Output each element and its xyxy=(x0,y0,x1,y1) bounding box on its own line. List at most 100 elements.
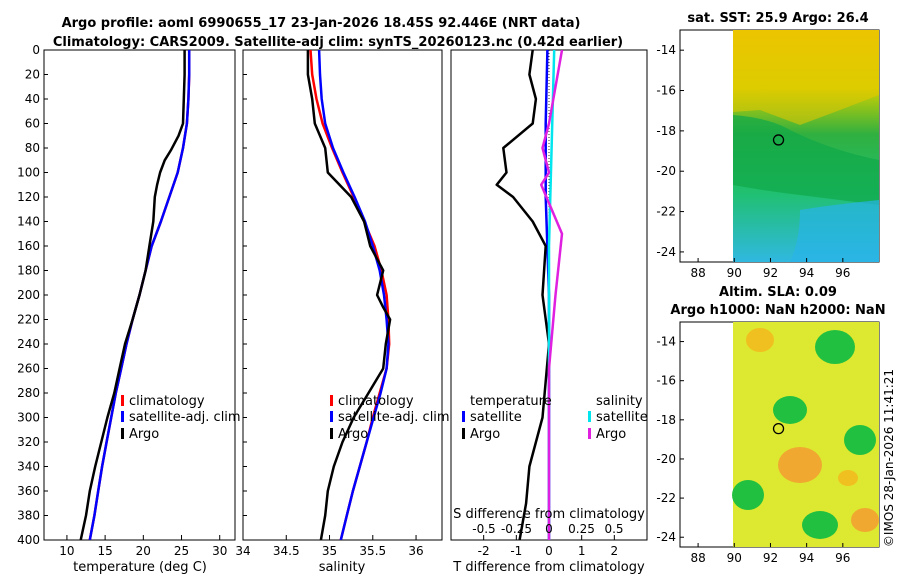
series-line-argo xyxy=(79,50,186,540)
sst-cold-patch xyxy=(790,200,879,262)
map-ytick-label: -16 xyxy=(656,374,676,388)
ytick-label: 380 xyxy=(17,509,40,523)
ytick-label: 180 xyxy=(17,264,40,278)
ytick-label: 240 xyxy=(17,337,40,351)
xtick-label: 36 xyxy=(408,544,423,558)
map-ytick-label: -20 xyxy=(656,164,676,178)
map-ytick-label: -16 xyxy=(656,84,676,98)
legend-t-satellite-swatch xyxy=(462,411,465,422)
legend-s-satellite: satellite xyxy=(596,410,648,425)
legend-satellite: satellite-adj. clim xyxy=(338,410,450,425)
xtick-label: 20 xyxy=(136,544,151,558)
s-difference-xlabel: S difference from climatology xyxy=(453,507,645,522)
temperature-panel: 0 20 40 60 80 100 120 140 160 180 200 220 240 260 280 3… xyxy=(17,43,241,575)
top-xtick-label: 0.25 xyxy=(568,522,595,536)
map-ytick-label: -18 xyxy=(656,124,676,138)
difference-legend-s: salinity satellite Argo xyxy=(588,394,648,442)
salinity-legend: climatology satellite-adj. clim Argo xyxy=(330,394,450,442)
ytick-label: 280 xyxy=(17,386,40,400)
ytick-label: 100 xyxy=(17,166,40,180)
difference-xticks: -2 -1 0 1 2 xyxy=(478,535,618,558)
xtick-label: 2 xyxy=(611,544,619,558)
ytick-label: 60 xyxy=(25,117,40,131)
sla-blob xyxy=(773,396,807,424)
series-line-argo xyxy=(306,50,392,540)
legend-argo-swatch xyxy=(330,428,333,439)
figure-title-line2: Climatology: CARS2009. Satellite-adj cli… xyxy=(53,35,623,50)
ytick-label: 160 xyxy=(17,239,40,253)
ytick-label: 120 xyxy=(17,190,40,204)
sla-argo-marker xyxy=(772,422,785,435)
imos-timestamp: ©IMOS 28-Jan-2026 11:41:21 xyxy=(882,369,896,547)
map-ytick-label: -24 xyxy=(656,530,676,544)
difference-legend-t: temperature satellite Argo xyxy=(462,394,552,442)
sla-blob xyxy=(844,425,876,455)
xtick-label: 30 xyxy=(212,544,227,558)
xtick-label: 1 xyxy=(578,544,586,558)
legend-argo-swatch xyxy=(121,428,124,439)
sla-blob xyxy=(732,480,764,510)
xtick-label: 34.5 xyxy=(273,544,300,558)
legend-satellite-swatch xyxy=(121,411,124,422)
map-xtick-label: 94 xyxy=(799,551,814,565)
map-xtick-label: 96 xyxy=(835,266,850,280)
top-xtick-label: -0.5 xyxy=(472,522,495,536)
temperature-xticks: 10 15 20 25 30 xyxy=(59,535,227,558)
xtick-label: 15 xyxy=(97,544,112,558)
ytick-label: 220 xyxy=(17,313,40,327)
sla-blob xyxy=(838,470,858,486)
legend-s-argo-swatch xyxy=(588,428,591,439)
ytick-label: 300 xyxy=(17,411,40,425)
ytick-label: 360 xyxy=(17,484,40,498)
map-xtick-label: 90 xyxy=(727,266,742,280)
xtick-label: -2 xyxy=(478,544,490,558)
salinity-axes xyxy=(242,49,443,541)
ytick-label: 140 xyxy=(17,215,40,229)
sla-map-title1: Altim. SLA: 0.09 xyxy=(719,285,837,300)
legend-climatology: climatology xyxy=(129,394,205,409)
sla-blobs xyxy=(732,328,879,539)
legend-climatology-swatch xyxy=(121,395,124,406)
salinity-xticks: 34 34.5 35 35.5 36 xyxy=(235,535,424,558)
map-xtick-label: 88 xyxy=(690,551,705,565)
ytick-label: 200 xyxy=(17,288,40,302)
ytick-label: 20 xyxy=(25,68,40,82)
legend-argo: Argo xyxy=(129,427,159,442)
difference-panel: -2 -1 0 1 2 S difference from climatology -0… xyxy=(450,49,648,575)
ytick-label: 0 xyxy=(32,43,40,57)
sst-map-title: sat. SST: 25.9 Argo: 26.4 xyxy=(687,11,868,26)
xtick-label: 0 xyxy=(545,544,553,558)
xtick-label: 10 xyxy=(59,544,74,558)
legend-argo: Argo xyxy=(338,427,368,442)
temperature-lines xyxy=(79,50,191,540)
map-xtick-label: 94 xyxy=(799,266,814,280)
legend-s-satellite-swatch xyxy=(588,411,591,422)
ytick-label: 320 xyxy=(17,435,40,449)
map-ytick-label: -18 xyxy=(656,413,676,427)
series-line-satellite-adj-clim xyxy=(317,50,390,540)
xtick-label: 35.5 xyxy=(359,544,386,558)
ytick-label: 400 xyxy=(17,533,40,547)
sla-map-ticks: 88 90 92 94 96 -14 -16 -18 -20 -22 -24 xyxy=(656,335,850,565)
legend-t-argo-swatch xyxy=(462,428,465,439)
series-line-salinity-Argo xyxy=(539,50,564,540)
legend-s-argo: Argo xyxy=(596,427,626,442)
sst-argo-marker xyxy=(772,134,785,146)
map-ytick-label: -22 xyxy=(656,205,676,219)
temperature-xlabel: temperature (deg C) xyxy=(73,560,207,575)
temperature-legend: climatology satellite-adj. clim Argo xyxy=(121,394,241,442)
ytick-label: 40 xyxy=(25,92,40,106)
salinity-yticks xyxy=(243,49,247,541)
map-xtick-label: 88 xyxy=(690,266,705,280)
sla-map: Altim. SLA: 0.09 Argo h1000: NaN h2000: … xyxy=(656,285,885,565)
map-ytick-label: -20 xyxy=(656,452,676,466)
sst-cool-band xyxy=(733,115,879,205)
legend-climatology-swatch xyxy=(330,395,333,406)
sla-blob xyxy=(746,328,774,352)
legend-t-argo: Argo xyxy=(470,427,500,442)
legend-climatology: climatology xyxy=(338,394,414,409)
map-xtick-label: 92 xyxy=(763,551,778,565)
map-xtick-label: 92 xyxy=(763,266,778,280)
map-ytick-label: -22 xyxy=(656,491,676,505)
xtick-label: 35 xyxy=(322,544,337,558)
